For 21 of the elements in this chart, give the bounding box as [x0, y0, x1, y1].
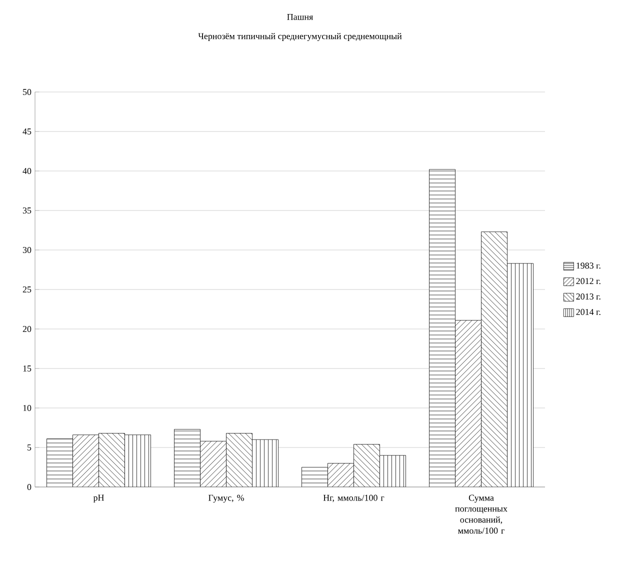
- y-tick-label: 25: [22, 286, 32, 293]
- legend-label: 2014 г.: [576, 308, 600, 316]
- y-tick-label: 0: [27, 484, 32, 490]
- chart-subtitle: Чернозём типичный среднегумусный среднемощный: [198, 32, 402, 42]
- y-tick-label: 40: [22, 168, 32, 174]
- y-tick-label: 35: [22, 207, 32, 214]
- y-tick-label: 20: [22, 326, 32, 332]
- legend-label: 2013 г.: [576, 293, 600, 300]
- y-tick-label: 30: [22, 246, 32, 254]
- chart-title: Пашня: [287, 14, 313, 20]
- x-tick-label: Сумма поглощенных оснований, ммоль/100 г: [455, 494, 508, 534]
- y-tick-label: 15: [23, 365, 32, 372]
- legend-label: 1983 г.: [576, 262, 600, 269]
- legend-label: 2012 г.: [576, 278, 600, 284]
- x-tick-label: Гумус, %: [208, 494, 244, 503]
- y-tick-label: 50: [23, 88, 32, 96]
- y-tick-label: 45: [22, 128, 32, 134]
- y-tick-label: 10: [23, 404, 32, 412]
- y-tick-label: 5: [28, 444, 32, 450]
- x-tick-label: Нг, ммоль/100 г: [323, 494, 384, 502]
- x-tick-label: pH: [93, 494, 104, 503]
